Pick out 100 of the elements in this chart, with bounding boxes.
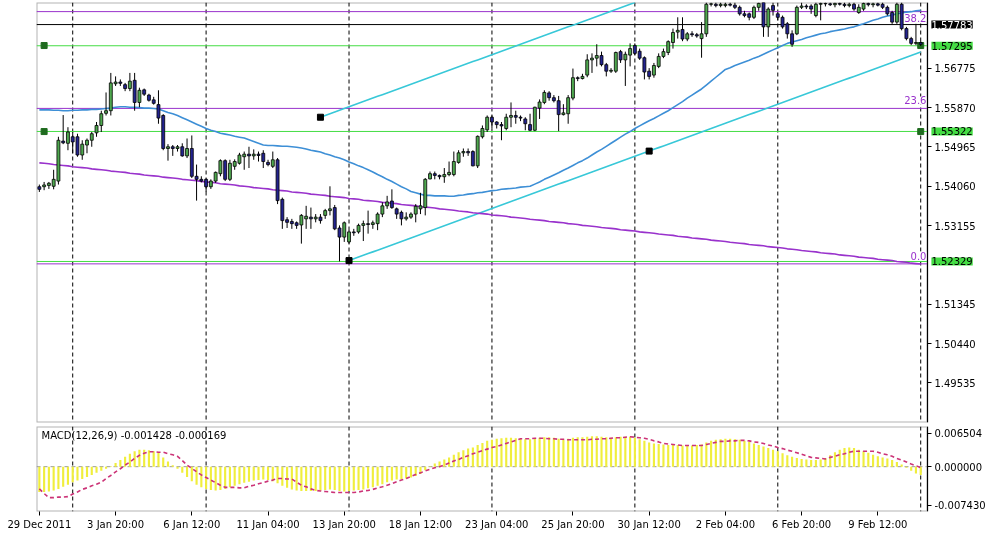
bar bbox=[247, 466, 251, 482]
bar bbox=[376, 466, 379, 486]
bar bbox=[681, 445, 684, 467]
y-tick-label: 1.55870 bbox=[934, 102, 976, 114]
bar bbox=[214, 466, 217, 491]
bar bbox=[533, 438, 536, 467]
bar bbox=[667, 444, 670, 467]
candlestick bbox=[642, 55, 647, 80]
bar bbox=[266, 466, 270, 481]
bar bbox=[662, 444, 665, 467]
bar bbox=[343, 466, 346, 492]
bar bbox=[767, 448, 770, 467]
bar bbox=[576, 437, 579, 467]
bar bbox=[695, 444, 698, 467]
bar bbox=[562, 439, 565, 467]
bar bbox=[324, 466, 327, 490]
bar bbox=[895, 462, 898, 467]
bar bbox=[705, 442, 708, 467]
bar bbox=[524, 439, 527, 467]
x-tick-label: 23 Jan 04:00 bbox=[465, 518, 529, 530]
bar bbox=[629, 436, 632, 467]
bar bbox=[114, 463, 117, 467]
y-tick-label: 1.53155 bbox=[934, 220, 976, 232]
bar bbox=[814, 459, 817, 467]
y-tick-label: 1.51345 bbox=[934, 299, 976, 311]
bar bbox=[347, 466, 351, 491]
bar bbox=[710, 440, 713, 467]
bar bbox=[319, 466, 322, 491]
bar bbox=[819, 459, 822, 467]
bar bbox=[633, 437, 636, 467]
annotation: 38.2 bbox=[904, 12, 927, 24]
bar bbox=[62, 466, 65, 487]
bar bbox=[743, 440, 746, 467]
bar bbox=[748, 441, 751, 467]
bar bbox=[805, 459, 808, 467]
bar bbox=[495, 438, 498, 467]
bar bbox=[724, 438, 727, 467]
bar bbox=[38, 466, 41, 492]
bar bbox=[700, 444, 703, 467]
bar bbox=[252, 466, 255, 481]
bar bbox=[152, 451, 155, 467]
bar bbox=[657, 443, 660, 467]
ref-line-label: 1.57783 bbox=[931, 19, 973, 31]
bar bbox=[295, 466, 298, 491]
point bbox=[645, 147, 653, 155]
bar bbox=[509, 437, 513, 467]
bar bbox=[386, 466, 389, 483]
bar bbox=[810, 459, 813, 467]
bar bbox=[367, 466, 370, 489]
point bbox=[40, 42, 48, 50]
bar bbox=[390, 466, 393, 481]
bar bbox=[638, 439, 641, 467]
bar bbox=[619, 436, 622, 467]
x-tick-label: 25 Jan 20:00 bbox=[541, 518, 605, 530]
ref-line-label: 1.57295 bbox=[931, 40, 973, 52]
bar bbox=[52, 466, 55, 491]
bar bbox=[338, 466, 341, 491]
y-tick-label: 0.006504 bbox=[934, 428, 983, 440]
bar bbox=[395, 466, 398, 480]
bar bbox=[686, 445, 689, 467]
bar bbox=[586, 436, 589, 467]
ref-line-label: 1.55322 bbox=[931, 126, 973, 138]
bar bbox=[243, 466, 246, 483]
bar bbox=[590, 436, 594, 467]
bar bbox=[43, 466, 46, 492]
bar bbox=[886, 458, 889, 467]
bar bbox=[676, 444, 679, 467]
bar bbox=[185, 466, 189, 477]
y-tick-label: 1.56775 bbox=[934, 63, 976, 75]
bar bbox=[162, 457, 165, 467]
bar bbox=[85, 466, 89, 477]
x-tick-label: 18 Jan 12:00 bbox=[388, 518, 453, 530]
bar bbox=[124, 456, 127, 467]
bar bbox=[314, 466, 317, 491]
bar bbox=[209, 466, 212, 490]
bar bbox=[95, 466, 98, 473]
bar bbox=[643, 440, 646, 467]
chart-title: MACD(12,26,9) -0.001428 -0.000169 bbox=[41, 429, 227, 441]
annotation: 23.6 bbox=[904, 95, 927, 107]
bar bbox=[600, 436, 603, 467]
bar bbox=[405, 466, 408, 479]
bar bbox=[738, 439, 741, 467]
bar bbox=[538, 437, 541, 467]
annotation: 0.0 bbox=[910, 250, 927, 262]
bar bbox=[281, 466, 284, 486]
bar bbox=[671, 444, 675, 467]
bar bbox=[781, 453, 784, 467]
bar bbox=[595, 436, 598, 467]
bar bbox=[791, 456, 794, 467]
bar bbox=[795, 457, 798, 467]
point bbox=[40, 128, 48, 136]
bar bbox=[543, 437, 546, 467]
bar bbox=[104, 466, 108, 469]
bar bbox=[648, 442, 651, 467]
bar bbox=[719, 439, 722, 467]
bar bbox=[409, 466, 413, 478]
x-tick-label: 2 Feb 04:00 bbox=[695, 518, 756, 530]
bar bbox=[228, 466, 231, 488]
y-tick-label: 1.49535 bbox=[934, 377, 976, 389]
bar bbox=[128, 453, 131, 467]
